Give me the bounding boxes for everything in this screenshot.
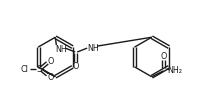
- Text: S: S: [37, 65, 42, 74]
- Text: O: O: [47, 73, 54, 82]
- Text: O: O: [72, 62, 78, 71]
- Text: NH: NH: [87, 43, 99, 52]
- Text: O: O: [47, 57, 54, 66]
- Text: O: O: [161, 51, 167, 60]
- Text: Cl: Cl: [21, 65, 28, 74]
- Text: NH: NH: [55, 44, 67, 53]
- Text: NH₂: NH₂: [167, 66, 182, 75]
